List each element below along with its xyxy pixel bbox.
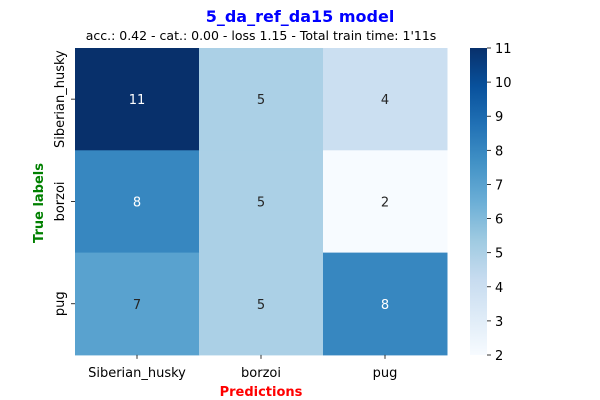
cell-value-label: 4: [381, 93, 389, 108]
cell-value-label: 8: [133, 195, 141, 210]
colorbar: [470, 48, 487, 355]
colorbar-tick-label: 5: [495, 247, 503, 262]
y-tick-label: pug: [53, 291, 68, 316]
y-tick-label: borzoi: [53, 181, 68, 221]
colorbar-tick-label: 7: [495, 178, 503, 193]
x-axis-label: Predictions: [220, 385, 303, 400]
cell-value-label: 5: [257, 195, 265, 210]
heatmap-cell: [323, 252, 448, 356]
heatmap-cell: [199, 150, 324, 254]
cell-value-label: 5: [257, 298, 265, 313]
colorbar-tick-label: 3: [495, 315, 503, 330]
colorbar-tick-label: 8: [495, 144, 503, 159]
heatmap-cell: [199, 48, 324, 151]
heatmap-cell: [75, 252, 200, 356]
x-tick-label: pug: [373, 366, 398, 381]
x-tick-label: Siberian_husky: [88, 366, 186, 381]
chart-subtitle: acc.: 0.42 - cat.: 0.00 - loss 1.15 - To…: [86, 28, 437, 43]
chart-title: 5_da_ref_da15 model: [206, 7, 395, 26]
heatmap-grid: 11 5 4 8 5 2 7 5 8: [75, 48, 448, 356]
cell-value-label: 8: [381, 298, 389, 313]
cell-value-label: 11: [129, 93, 146, 108]
colorbar-tick-label: 10: [495, 76, 512, 91]
cell-value-label: 7: [133, 298, 141, 313]
x-axis-ticks: Siberian_husky borzoi pug: [88, 354, 398, 381]
x-tick-label: borzoi: [241, 366, 281, 381]
heatmap-cell: [323, 48, 448, 151]
colorbar-tick-label: 4: [495, 281, 503, 296]
heatmap-cell: [323, 150, 448, 254]
cell-value-label: 2: [381, 195, 389, 210]
heatmap-cell: [199, 252, 324, 356]
colorbar-tick-label: 9: [495, 110, 503, 125]
y-axis-label: True labels: [32, 163, 47, 243]
cell-value-label: 5: [257, 93, 265, 108]
heatmap-cell: [75, 150, 200, 254]
colorbar-tick-label: 6: [495, 213, 503, 228]
colorbar-tick-label: 11: [495, 42, 512, 57]
y-tick-label: Siberian_husky: [53, 50, 68, 148]
heatmap-cell: [75, 48, 200, 151]
colorbar-ticks: 2 3 4 5 6 7 8 9 10 11: [487, 42, 512, 364]
colorbar-tick-label: 2: [495, 349, 503, 364]
